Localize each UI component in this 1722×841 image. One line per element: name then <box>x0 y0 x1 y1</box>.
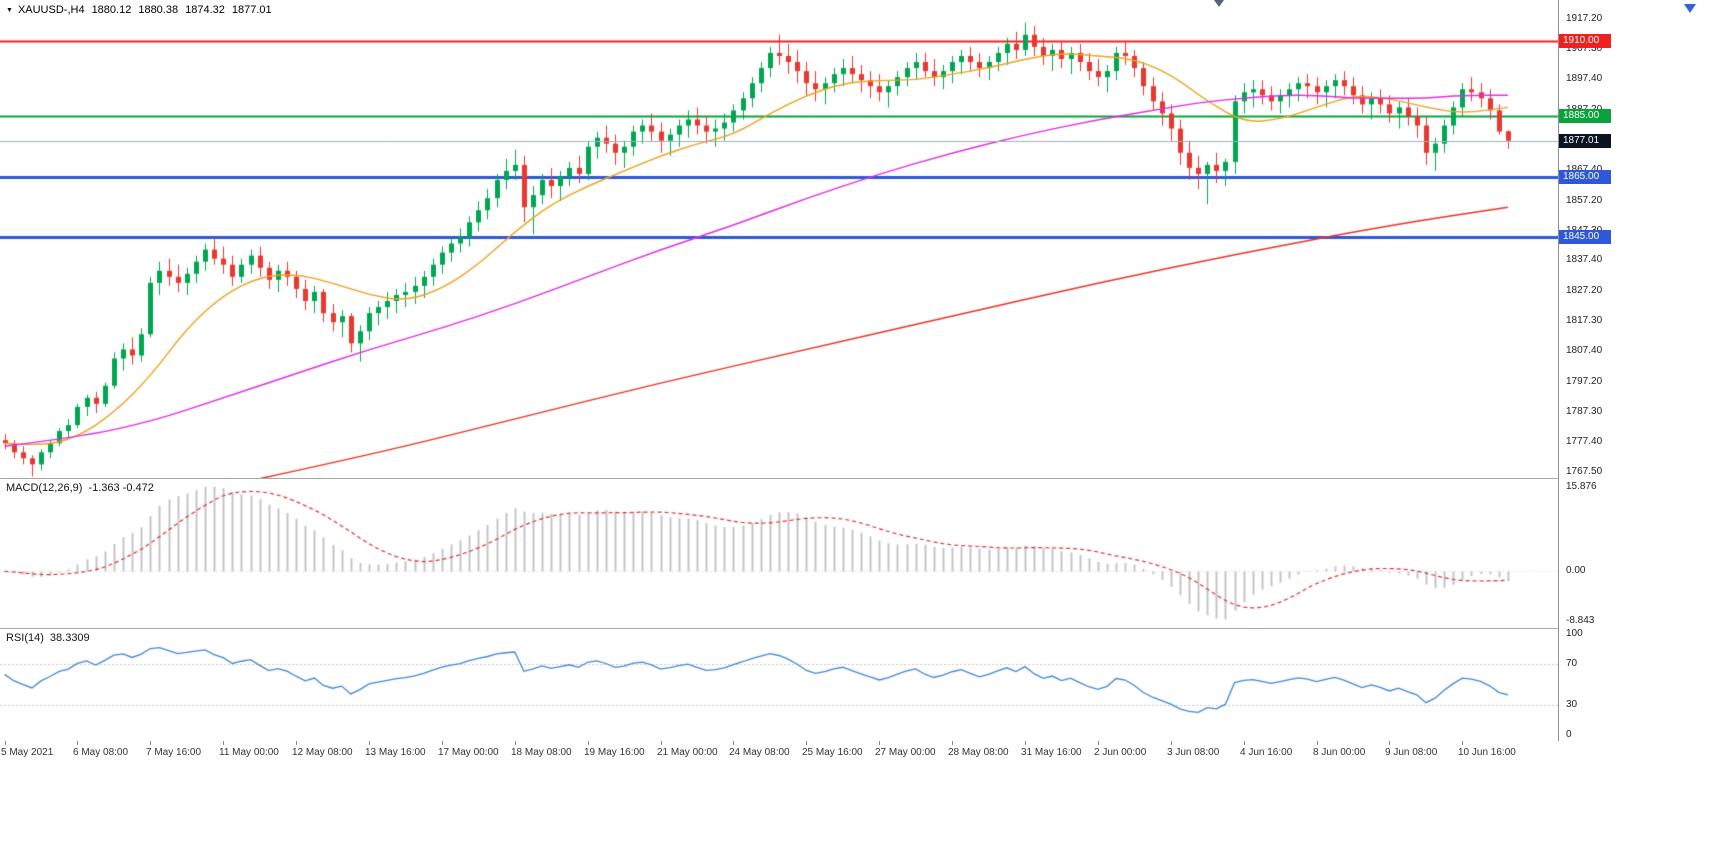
time-tick <box>442 741 443 745</box>
chart-shift-marker-icon[interactable] <box>1214 0 1224 7</box>
time-tick <box>1025 741 1026 745</box>
macd-axis-label: 0.00 <box>1566 565 1586 577</box>
ohlc-high: 1880.38 <box>138 4 179 16</box>
time-label: 25 May 16:00 <box>802 747 863 758</box>
price-tick-label: 1827.20 <box>1566 285 1603 297</box>
time-label: 6 May 08:00 <box>73 747 129 758</box>
symbol-dropdown-icon[interactable]: ▼ <box>6 6 13 14</box>
time-tick <box>661 741 662 745</box>
price-tick-label: 1767.50 <box>1566 465 1603 477</box>
time-tick <box>77 741 78 745</box>
time-label: 4 Jun 16:00 <box>1240 747 1293 758</box>
price-tick-label: 1917.20 <box>1566 13 1603 25</box>
time-label: 21 May 00:00 <box>657 747 718 758</box>
price-tick-label: 1897.40 <box>1566 72 1603 84</box>
time-tick <box>806 741 807 745</box>
price-tick-label: 1807.40 <box>1566 345 1603 357</box>
time-scale[interactable]: 5 May 2021 6 May 08:00 7 May 16:00 11 May 0… <box>0 741 1722 765</box>
macd-axis-label: 15.876 <box>1566 481 1597 492</box>
time-label: 12 May 08:00 <box>292 747 353 758</box>
time-label: 31 May 16:00 <box>1021 747 1082 758</box>
ohlc-close: 1877.01 <box>231 4 272 16</box>
macd-values: -1.363 -0.472 <box>88 482 154 494</box>
scroll-to-end-icon[interactable] <box>1684 4 1696 13</box>
time-label: 7 May 16:00 <box>146 747 202 758</box>
time-label: 9 Jun 08:00 <box>1385 747 1438 758</box>
time-tick <box>952 741 953 745</box>
symbol-timeframe-label: XAUUSD-,H4 <box>17 4 85 16</box>
price-tick-label: 1907.30 <box>1566 43 1603 54</box>
macd-name: MACD(12,26,9) <box>6 482 83 494</box>
time-label: 8 Jun 00:00 <box>1313 747 1366 758</box>
time-tick <box>1389 741 1390 745</box>
rsi-indicator-canvas[interactable] <box>0 628 1558 741</box>
price-scale[interactable]: 1917.20 1907.30 1897.40 1887.20 1867.40 1857.… <box>1558 0 1722 765</box>
time-tick <box>1171 741 1172 745</box>
rsi-axis-label: 100 <box>1566 628 1583 639</box>
price-tick-label: 1847.30 <box>1566 225 1602 237</box>
time-tick <box>150 741 151 745</box>
time-label: 5 May 2021 <box>1 747 54 758</box>
time-label: 19 May 16:00 <box>584 747 645 758</box>
time-label: 17 May 00:00 <box>438 747 499 758</box>
time-tick <box>369 741 370 745</box>
time-label: 13 May 16:00 <box>365 747 426 758</box>
time-tick <box>515 741 516 745</box>
time-tick <box>1317 741 1318 745</box>
time-tick <box>1098 741 1099 745</box>
pane-separator <box>0 628 1722 629</box>
price-tick-label: 1837.40 <box>1566 254 1603 266</box>
time-label: 18 May 08:00 <box>511 747 572 758</box>
rsi-name: RSI(14) <box>6 632 44 644</box>
time-tick <box>1244 741 1245 745</box>
time-label: 27 May 00:00 <box>875 747 936 758</box>
rsi-indicator-label: RSI(14) 38.3309 <box>6 632 90 644</box>
time-tick <box>879 741 880 745</box>
macd-indicator-label: MACD(12,26,9) -1.363 -0.472 <box>6 482 154 494</box>
pane-separator <box>0 478 1722 479</box>
price-tick-label: 1817.30 <box>1566 315 1603 327</box>
time-tick <box>1462 741 1463 745</box>
time-label: 3 Jun 08:00 <box>1167 747 1220 758</box>
chart-header: ▼ XAUUSD-,H4 1880.12 1880.38 1874.32 187… <box>6 4 272 16</box>
price-tick-label: 1867.40 <box>1566 164 1602 176</box>
time-label: 11 May 00:00 <box>219 747 279 758</box>
time-tick <box>223 741 224 745</box>
price-tick-label: 1797.20 <box>1566 376 1603 388</box>
macd-axis-label: -8.843 <box>1566 615 1595 626</box>
price-level-badge[interactable]: 1885.00 <box>1559 109 1611 124</box>
time-tick <box>588 741 589 745</box>
time-tick <box>733 741 734 745</box>
current-price-badge: 1877.01 <box>1559 133 1611 148</box>
price-tick-label: 1787.30 <box>1566 406 1603 418</box>
time-tick <box>5 741 6 745</box>
price-tick-label: 1887.20 <box>1566 104 1602 116</box>
time-tick <box>296 741 297 745</box>
price-level-badge[interactable]: 1865.00 <box>1559 169 1611 184</box>
ohlc-open: 1880.12 <box>91 4 132 16</box>
price-level-badge[interactable]: 1910.00 <box>1559 33 1611 48</box>
rsi-axis-label: 0 <box>1566 729 1572 740</box>
time-label: 10 Jun 16:00 <box>1458 747 1516 758</box>
time-label: 2 Jun 00:00 <box>1094 747 1147 758</box>
price-tick-label: 1857.20 <box>1566 194 1603 206</box>
rsi-value: 38.3309 <box>49 632 90 644</box>
time-label: 28 May 08:00 <box>948 747 1009 758</box>
price-tick-label: 1777.40 <box>1566 435 1603 447</box>
price-chart-canvas[interactable] <box>0 0 1558 478</box>
ohlc-low: 1874.32 <box>185 4 225 16</box>
time-label: 24 May 08:00 <box>729 747 790 758</box>
price-level-badge[interactable]: 1845.00 <box>1559 230 1611 245</box>
rsi-axis-label: 30 <box>1566 698 1578 710</box>
rsi-axis-label: 70 <box>1566 658 1578 670</box>
macd-indicator-canvas[interactable] <box>0 478 1558 628</box>
